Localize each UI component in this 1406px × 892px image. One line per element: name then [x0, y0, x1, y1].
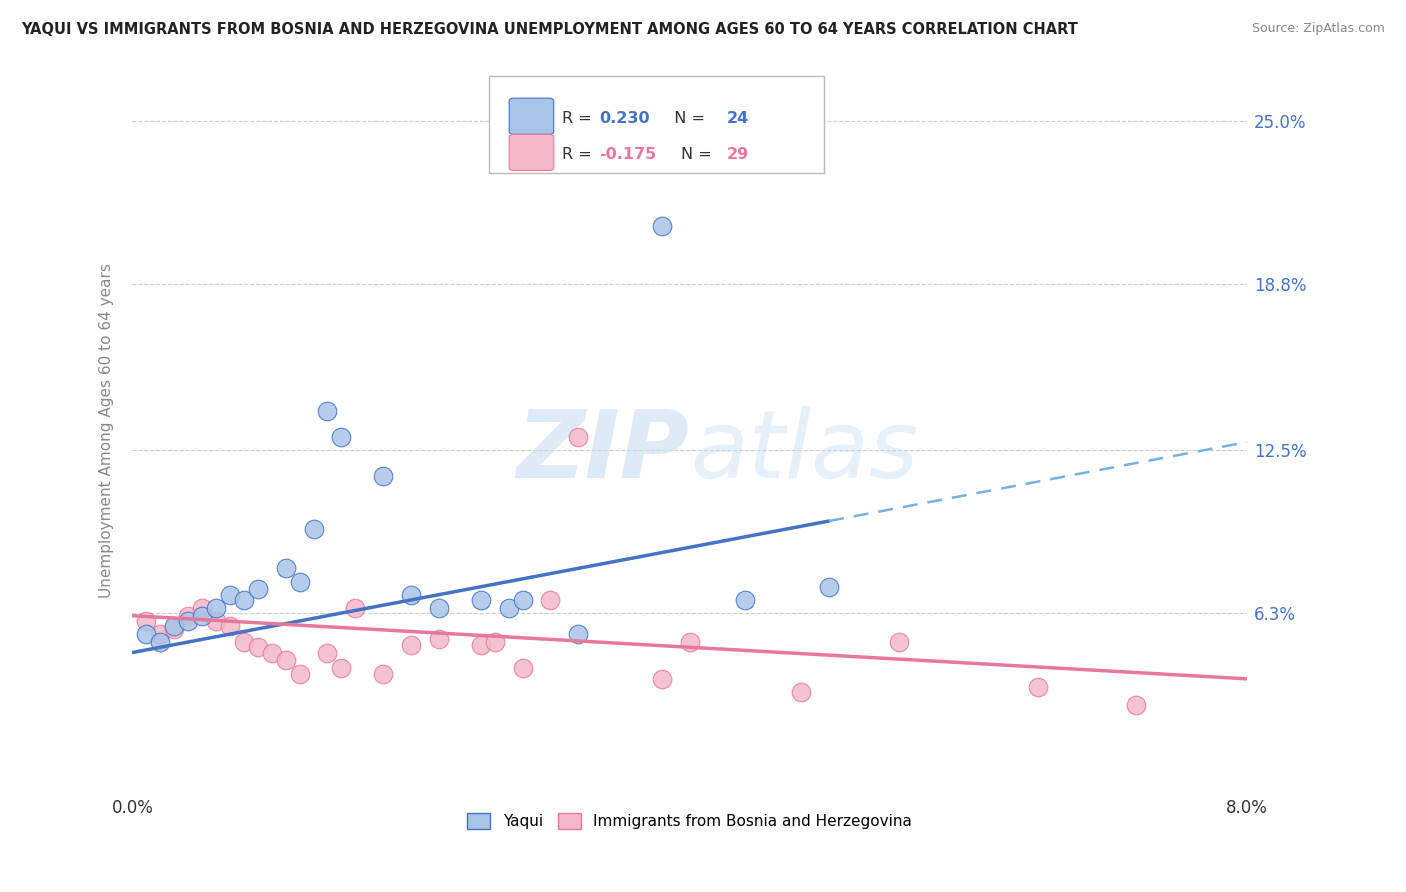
Point — [427, 600, 450, 615]
Point — [191, 608, 214, 623]
Point — [232, 593, 254, 607]
Point — [260, 646, 283, 660]
Point — [288, 574, 311, 589]
Text: -0.175: -0.175 — [599, 147, 657, 162]
Point — [512, 593, 534, 607]
Point — [1026, 680, 1049, 694]
Point — [288, 666, 311, 681]
Point — [316, 403, 339, 417]
FancyBboxPatch shape — [489, 76, 824, 173]
Text: Source: ZipAtlas.com: Source: ZipAtlas.com — [1251, 22, 1385, 36]
Point — [567, 627, 589, 641]
Text: 0.230: 0.230 — [599, 111, 650, 126]
FancyBboxPatch shape — [509, 135, 554, 170]
Point — [790, 685, 813, 699]
Point — [232, 635, 254, 649]
Point — [330, 661, 353, 675]
Point — [470, 593, 492, 607]
Point — [163, 622, 186, 636]
Point — [205, 600, 228, 615]
Point — [1125, 698, 1147, 713]
Point — [538, 593, 561, 607]
Point — [734, 593, 756, 607]
Point — [149, 627, 172, 641]
Point — [246, 582, 269, 597]
Text: ZIP: ZIP — [517, 406, 690, 498]
Point — [205, 614, 228, 628]
Point — [163, 619, 186, 633]
Point — [246, 640, 269, 655]
Text: 29: 29 — [727, 147, 749, 162]
Point — [427, 632, 450, 647]
Text: YAQUI VS IMMIGRANTS FROM BOSNIA AND HERZEGOVINA UNEMPLOYMENT AMONG AGES 60 TO 64: YAQUI VS IMMIGRANTS FROM BOSNIA AND HERZ… — [21, 22, 1078, 37]
Point — [219, 619, 242, 633]
Point — [512, 661, 534, 675]
Point — [274, 561, 297, 575]
Point — [679, 635, 702, 649]
Point — [302, 522, 325, 536]
Text: N =: N = — [681, 147, 717, 162]
Point — [399, 638, 422, 652]
Point — [135, 614, 157, 628]
FancyBboxPatch shape — [509, 98, 554, 135]
Text: 24: 24 — [727, 111, 749, 126]
Point — [177, 608, 200, 623]
Point — [498, 600, 520, 615]
Point — [887, 635, 910, 649]
Point — [470, 638, 492, 652]
Y-axis label: Unemployment Among Ages 60 to 64 years: Unemployment Among Ages 60 to 64 years — [100, 263, 114, 598]
Point — [373, 469, 395, 483]
Point — [191, 600, 214, 615]
Text: R =: R = — [561, 147, 596, 162]
Point — [484, 635, 506, 649]
Text: atlas: atlas — [690, 407, 918, 498]
Text: R =: R = — [561, 111, 596, 126]
Point — [316, 646, 339, 660]
Point — [567, 430, 589, 444]
Point — [149, 635, 172, 649]
Point — [274, 653, 297, 667]
Point — [818, 580, 841, 594]
Point — [135, 627, 157, 641]
Point — [177, 614, 200, 628]
Legend: Yaqui, Immigrants from Bosnia and Herzegovina: Yaqui, Immigrants from Bosnia and Herzeg… — [461, 806, 918, 835]
Point — [344, 600, 367, 615]
Point — [651, 672, 673, 686]
Point — [373, 666, 395, 681]
Point — [651, 219, 673, 234]
Point — [330, 430, 353, 444]
Point — [219, 588, 242, 602]
Text: N =: N = — [664, 111, 710, 126]
Point — [399, 588, 422, 602]
